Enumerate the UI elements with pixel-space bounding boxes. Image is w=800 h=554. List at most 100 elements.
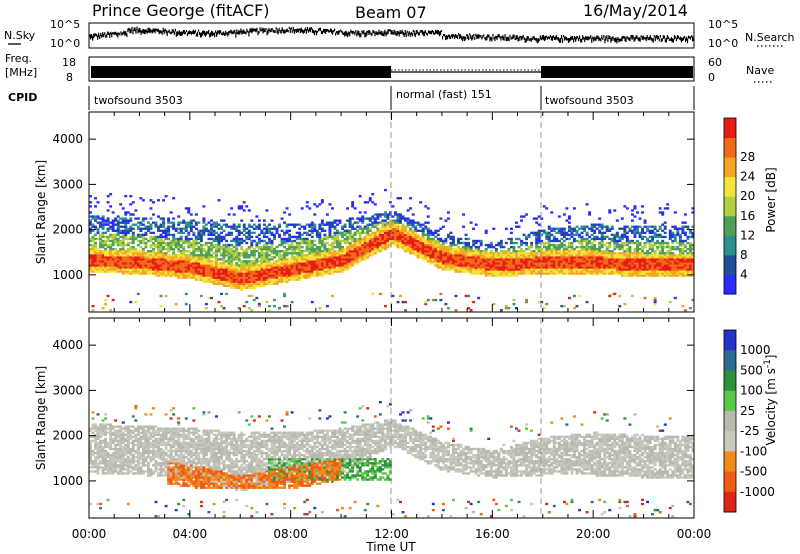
power-cell xyxy=(446,262,450,265)
power-cell xyxy=(590,264,594,267)
power-cell xyxy=(126,266,130,269)
power-cell xyxy=(227,252,231,255)
power-cell xyxy=(202,254,206,257)
power-cell xyxy=(94,250,97,253)
power-cell xyxy=(331,221,334,224)
power-cell xyxy=(270,282,274,285)
power-cell xyxy=(578,266,581,269)
power-cell xyxy=(315,270,319,273)
power-cell xyxy=(91,260,95,263)
power-cell xyxy=(265,264,269,267)
power-cell xyxy=(109,258,113,261)
power-cell xyxy=(479,252,483,255)
power-cell xyxy=(406,245,410,249)
power-cell xyxy=(131,260,135,263)
power-cell xyxy=(547,268,551,271)
power-cell xyxy=(358,245,362,249)
power-cell xyxy=(207,254,211,257)
power-cell xyxy=(472,300,476,304)
power-cell xyxy=(222,247,226,251)
power-cell xyxy=(479,243,483,247)
power-cell xyxy=(252,280,256,283)
power-cell xyxy=(318,237,322,241)
power-cell xyxy=(457,260,460,263)
power-cell xyxy=(489,256,493,259)
power-cell xyxy=(139,262,143,265)
power-cell xyxy=(520,254,523,257)
nsky-point xyxy=(547,36,549,39)
power-cell xyxy=(615,241,619,245)
power-cell xyxy=(608,250,612,253)
power-cell xyxy=(131,201,135,204)
power-cell xyxy=(517,270,521,273)
power-cell xyxy=(273,260,276,263)
power-cell xyxy=(590,254,594,257)
nsky-point xyxy=(434,29,437,34)
power-cell xyxy=(278,243,281,247)
power-cell xyxy=(373,241,377,245)
power-cell xyxy=(149,207,153,210)
power-cell xyxy=(187,272,191,275)
power-cell xyxy=(547,227,551,230)
power-cell xyxy=(404,245,408,249)
power-cell xyxy=(212,223,216,226)
power-cell xyxy=(104,219,108,222)
power-cell xyxy=(167,241,171,245)
power-cell xyxy=(288,258,292,261)
power-cell xyxy=(394,241,397,245)
power-cell xyxy=(245,205,249,208)
nsky-point xyxy=(187,31,190,35)
nsky-point xyxy=(221,32,223,36)
power-cell xyxy=(126,254,130,257)
nsky-point xyxy=(554,36,557,41)
power-cell xyxy=(260,282,264,285)
power-cell xyxy=(595,272,599,275)
power-cell xyxy=(600,233,604,237)
power-cell xyxy=(295,247,299,251)
power-cell xyxy=(283,278,287,281)
power-cell xyxy=(494,274,498,277)
power-cell xyxy=(361,250,365,253)
power-cell xyxy=(199,258,203,261)
power-cell xyxy=(565,219,569,222)
power-cell xyxy=(295,243,299,247)
power-cell xyxy=(174,272,178,275)
power-cell xyxy=(194,266,198,269)
nsky-point xyxy=(315,30,318,36)
nsky-point xyxy=(297,28,299,33)
power-cell xyxy=(182,272,186,275)
power-cell xyxy=(441,247,445,251)
power-cell xyxy=(280,237,284,241)
nsky-point xyxy=(144,29,146,35)
nsky-point xyxy=(342,31,344,35)
power-cell xyxy=(361,227,365,230)
power-cell xyxy=(109,260,113,263)
nsky-point xyxy=(682,36,685,41)
nsky-point xyxy=(524,38,526,43)
power-cell xyxy=(215,276,218,279)
nsky-point xyxy=(673,35,676,40)
nsky-point xyxy=(376,31,378,35)
power-cell xyxy=(358,254,362,257)
power-cell xyxy=(315,235,319,239)
power-cell xyxy=(325,268,329,271)
power-cell xyxy=(542,272,546,275)
nsky-point xyxy=(367,30,369,33)
power-cell xyxy=(89,231,92,235)
power-cell xyxy=(411,250,415,253)
power-cell xyxy=(204,280,208,283)
power-cell xyxy=(600,245,604,249)
power-cell xyxy=(434,247,438,251)
power-cell xyxy=(588,241,592,245)
power-cell xyxy=(162,252,166,255)
power-cell xyxy=(172,266,176,269)
nsky-point xyxy=(291,30,293,33)
power-cell xyxy=(99,262,103,265)
power-cell xyxy=(348,252,352,255)
power-cell xyxy=(149,262,153,265)
power-cell xyxy=(320,245,324,249)
power-cell xyxy=(134,272,138,275)
power-cell xyxy=(111,227,115,230)
power-cell xyxy=(96,247,100,251)
power-cell xyxy=(580,262,584,265)
